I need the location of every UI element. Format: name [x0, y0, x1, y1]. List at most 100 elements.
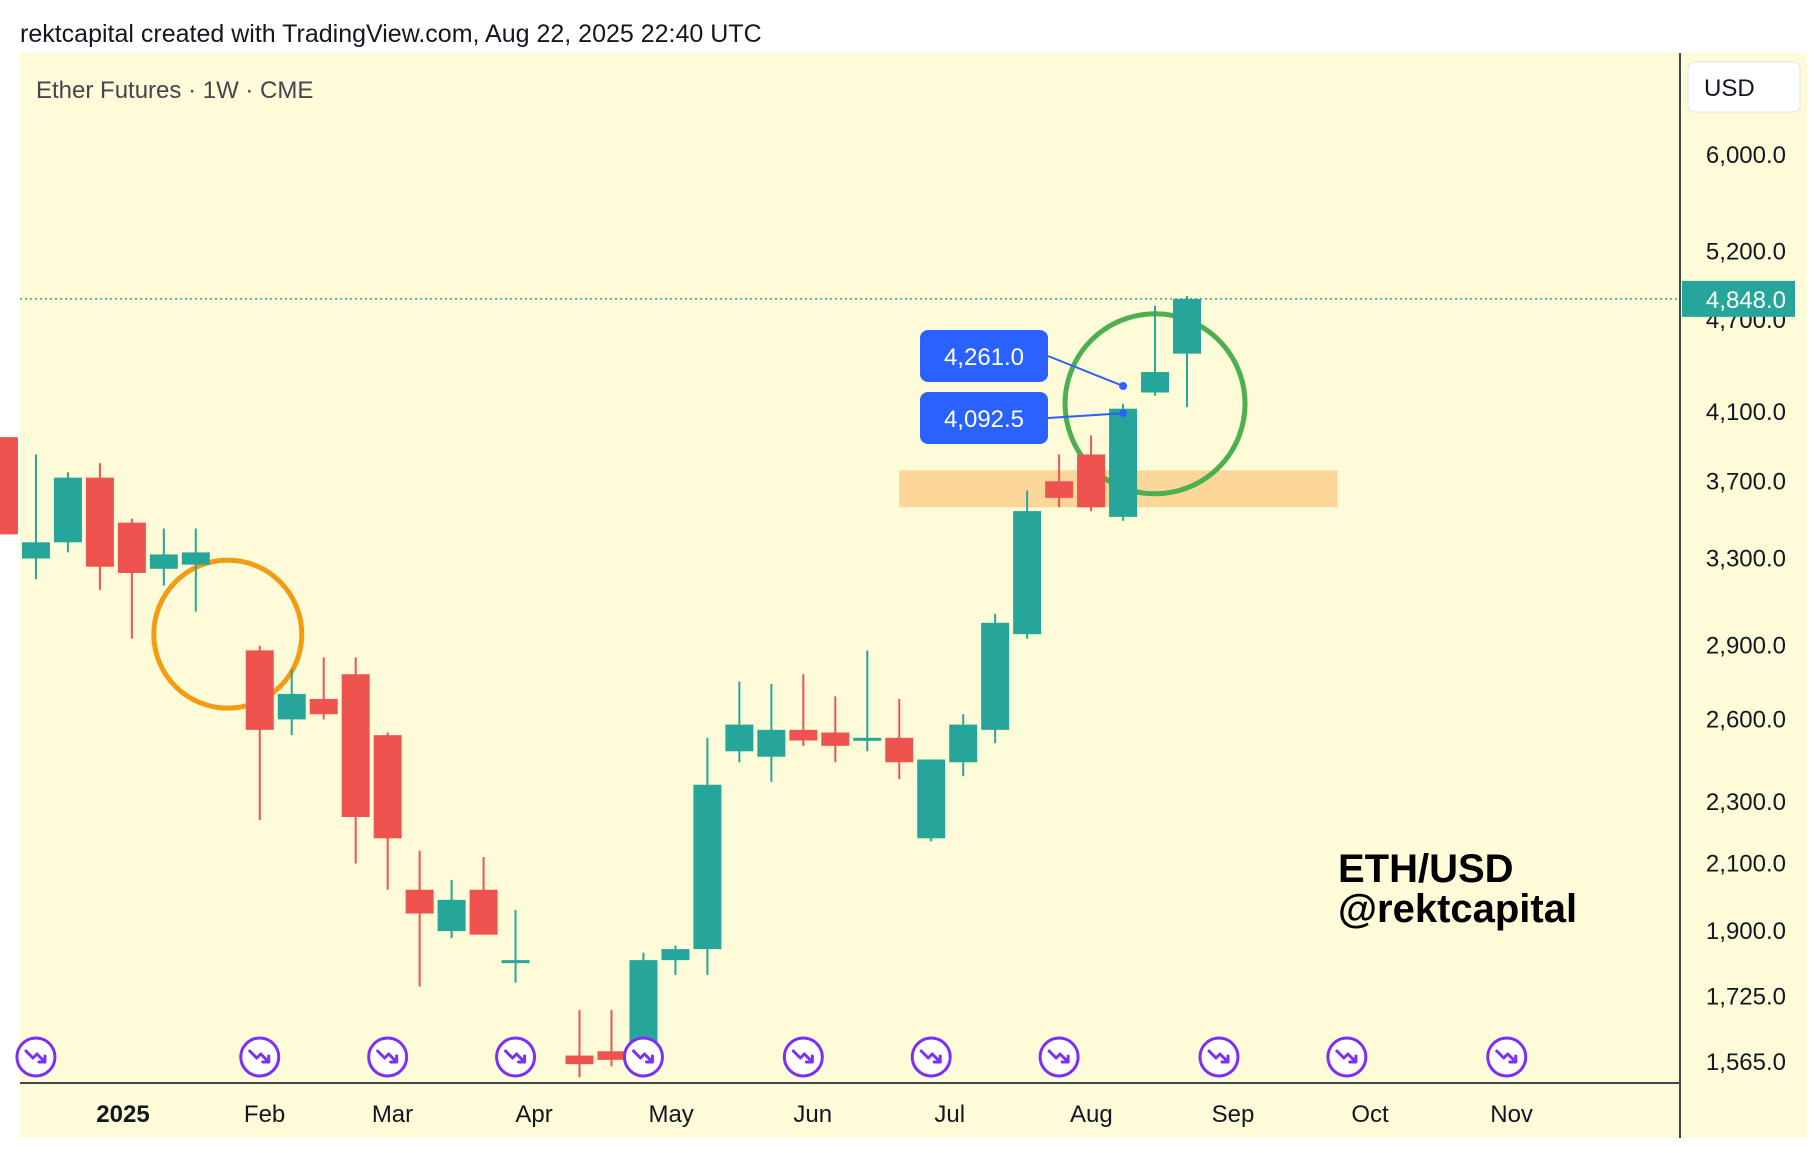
event-icon-arrow — [24, 1049, 47, 1064]
candle[interactable] — [501, 910, 530, 983]
watermark: ETH/USD @rektcapital — [1338, 847, 1577, 931]
candle[interactable] — [437, 879, 466, 939]
candle[interactable] — [853, 650, 882, 752]
candle[interactable] — [949, 714, 978, 777]
candle[interactable] — [565, 1010, 594, 1078]
candle[interactable] — [917, 759, 946, 842]
chart-attribution: rektcapital created with TradingView.com… — [20, 20, 762, 48]
candle-body — [661, 949, 690, 961]
candle[interactable] — [309, 657, 338, 720]
price-axis-label: 1,900.0 — [1706, 918, 1786, 945]
time-axis-label: Jul — [934, 1101, 965, 1128]
candle[interactable] — [405, 850, 434, 987]
event-icon-arrow — [376, 1049, 399, 1064]
currency-button-label: USD — [1704, 75, 1755, 102]
candle-body — [1077, 454, 1106, 508]
price-axis-label: 2,300.0 — [1706, 789, 1786, 816]
candle[interactable] — [1109, 403, 1138, 521]
time-axis-label: Nov — [1490, 1101, 1533, 1128]
candle-body — [405, 889, 434, 914]
current-price-text: 4,848.0 — [1706, 287, 1786, 314]
event-icon-arrow — [1495, 1049, 1518, 1064]
candle[interactable] — [53, 472, 82, 553]
candle-body — [757, 729, 786, 757]
time-axis-label: Oct — [1351, 1101, 1389, 1128]
candle[interactable] — [149, 528, 178, 586]
candle-body — [437, 899, 466, 932]
orange-circle-annotation — [151, 557, 305, 711]
candle[interactable] — [181, 528, 210, 612]
price-axis-label: 2,600.0 — [1706, 706, 1786, 733]
candle-body — [117, 522, 146, 573]
event-icon[interactable] — [622, 1036, 664, 1078]
candle-body — [981, 622, 1010, 730]
candle[interactable] — [245, 645, 274, 820]
time-axis-label: Feb — [244, 1101, 285, 1128]
candle[interactable] — [117, 518, 146, 639]
candle-body — [629, 960, 658, 1043]
candle[interactable] — [21, 454, 50, 580]
event-icon-arrow — [791, 1049, 814, 1064]
price-axis-label: 5,200.0 — [1706, 239, 1786, 266]
price-label-box — [920, 392, 1048, 444]
time-axis-label: Jun — [793, 1101, 832, 1128]
candle-body — [85, 477, 114, 567]
candle[interactable] — [821, 696, 850, 763]
candle-body — [789, 729, 818, 741]
event-icon[interactable] — [1326, 1036, 1368, 1078]
candle[interactable] — [757, 683, 786, 782]
candle[interactable] — [1013, 490, 1042, 639]
price-axis-label: 3,700.0 — [1706, 468, 1786, 495]
candle[interactable] — [85, 463, 114, 590]
candle-body — [373, 735, 402, 839]
candle-body — [21, 542, 50, 559]
price-label-box — [920, 330, 1048, 382]
candle[interactable] — [1141, 305, 1170, 396]
candle[interactable] — [981, 613, 1010, 744]
candle[interactable] — [629, 952, 658, 1048]
price-axis-label: 4,100.0 — [1706, 399, 1786, 426]
price-label-leader — [1047, 355, 1124, 387]
candle[interactable] — [1045, 454, 1074, 508]
candle[interactable] — [373, 732, 402, 890]
event-icon[interactable] — [782, 1036, 824, 1078]
event-icon[interactable] — [15, 1036, 57, 1078]
candle-body — [501, 960, 530, 964]
event-icon[interactable] — [910, 1036, 952, 1078]
candle[interactable] — [1077, 435, 1106, 512]
price-label-point — [1119, 409, 1128, 418]
candle[interactable] — [661, 945, 690, 976]
candle[interactable] — [597, 1010, 626, 1067]
price-axis-label: 2,100.0 — [1706, 851, 1786, 878]
candle[interactable] — [885, 698, 914, 780]
currency-button[interactable]: USD — [1687, 61, 1801, 113]
candle[interactable] — [789, 674, 818, 746]
candle-body — [725, 724, 754, 752]
price-axis-label: 6,000.0 — [1706, 142, 1786, 169]
candle[interactable] — [469, 857, 498, 935]
event-icon[interactable] — [1198, 1036, 1240, 1078]
candle[interactable] — [1173, 295, 1202, 408]
candle-body — [245, 650, 274, 730]
candle[interactable] — [0, 437, 18, 535]
candle-body — [1173, 298, 1202, 354]
event-icon[interactable] — [367, 1036, 409, 1078]
event-icon[interactable] — [495, 1036, 537, 1078]
candle[interactable] — [277, 669, 306, 736]
event-icon[interactable] — [239, 1036, 281, 1078]
event-icon[interactable] — [1038, 1036, 1080, 1078]
candle-body — [1141, 372, 1170, 393]
candle[interactable] — [693, 737, 722, 976]
candle-body — [181, 552, 210, 565]
candle-body — [469, 889, 498, 935]
candle-body — [1045, 481, 1074, 498]
event-icon[interactable] — [1486, 1036, 1528, 1078]
price-axis-label: 1,565.0 — [1706, 1049, 1786, 1076]
candle-body — [0, 437, 18, 535]
price-label[interactable]: 4,261.0 — [920, 330, 1128, 390]
candle[interactable] — [341, 657, 370, 864]
price-label[interactable]: 4,092.5 — [920, 392, 1128, 444]
candle[interactable] — [725, 681, 754, 763]
price-label-text: 4,092.5 — [944, 406, 1024, 433]
